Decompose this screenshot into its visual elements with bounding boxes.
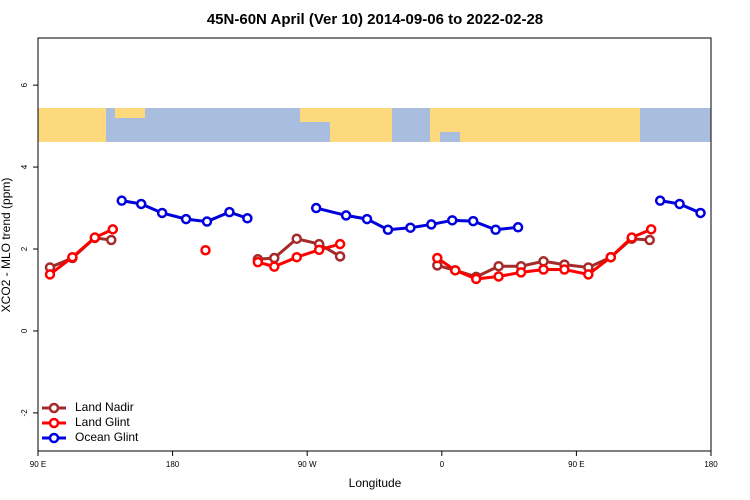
point <box>201 216 213 227</box>
point <box>695 207 706 219</box>
point <box>334 238 346 250</box>
point <box>252 256 264 268</box>
point <box>340 210 352 221</box>
x-tick-label: 180 <box>166 460 180 469</box>
point <box>313 244 325 256</box>
point <box>334 251 346 262</box>
point <box>361 213 373 225</box>
x-tick-label: 0 <box>440 460 445 469</box>
point <box>269 252 280 264</box>
x-tick-label: 90 E <box>30 460 46 469</box>
y-tick-label: 2 <box>20 246 29 251</box>
map-band <box>38 108 711 142</box>
point <box>405 222 416 233</box>
y-tick-label: 4 <box>20 164 29 169</box>
point <box>116 195 128 206</box>
point <box>538 256 549 267</box>
point <box>512 222 524 233</box>
y-tick-label: 6 <box>20 82 29 87</box>
point <box>224 206 235 218</box>
chart-title: 45N-60N April (Ver 10) 2014-09-06 to 202… <box>207 11 543 28</box>
point <box>107 224 119 235</box>
point <box>135 198 147 210</box>
point <box>538 264 549 275</box>
y-tick-label: -2 <box>20 409 29 417</box>
point <box>106 234 117 246</box>
point <box>200 244 211 256</box>
point <box>426 219 437 230</box>
point <box>89 232 101 243</box>
point <box>447 215 458 226</box>
point <box>490 224 501 235</box>
point <box>291 251 302 263</box>
point <box>645 224 657 235</box>
y-tick-label: 0 <box>20 328 29 333</box>
x-tick-label: 90 W <box>298 460 317 469</box>
point <box>559 264 570 275</box>
point <box>470 273 482 285</box>
point <box>156 207 168 219</box>
point <box>44 269 56 280</box>
point <box>382 224 394 235</box>
point <box>493 271 504 282</box>
point <box>493 260 504 272</box>
legend-label: Land Nadir <box>75 400 134 414</box>
legend-marker <box>48 402 60 414</box>
x-tick-label: 180 <box>704 460 718 469</box>
plot-frame <box>37 37 712 452</box>
point <box>644 234 655 246</box>
point <box>674 198 685 210</box>
y-axis-label: XCO2 - MLO trend (ppm) <box>0 178 13 313</box>
legend-label: Land Glint <box>75 415 130 429</box>
x-axis-label: Longitude <box>349 476 402 490</box>
point <box>310 202 322 214</box>
point <box>180 213 192 225</box>
legend-label: Ocean Glint <box>75 430 139 444</box>
point <box>654 195 666 206</box>
point <box>515 267 527 278</box>
legend-marker <box>48 432 60 444</box>
point <box>467 215 479 227</box>
point <box>269 261 280 272</box>
point <box>291 233 302 245</box>
point <box>67 251 78 263</box>
point <box>626 232 637 243</box>
point <box>432 252 443 264</box>
x-tick-label: 90 E <box>568 460 584 469</box>
point <box>242 213 253 224</box>
point <box>605 251 617 263</box>
legend-marker <box>48 417 60 429</box>
point <box>583 269 594 280</box>
point <box>450 265 461 276</box>
